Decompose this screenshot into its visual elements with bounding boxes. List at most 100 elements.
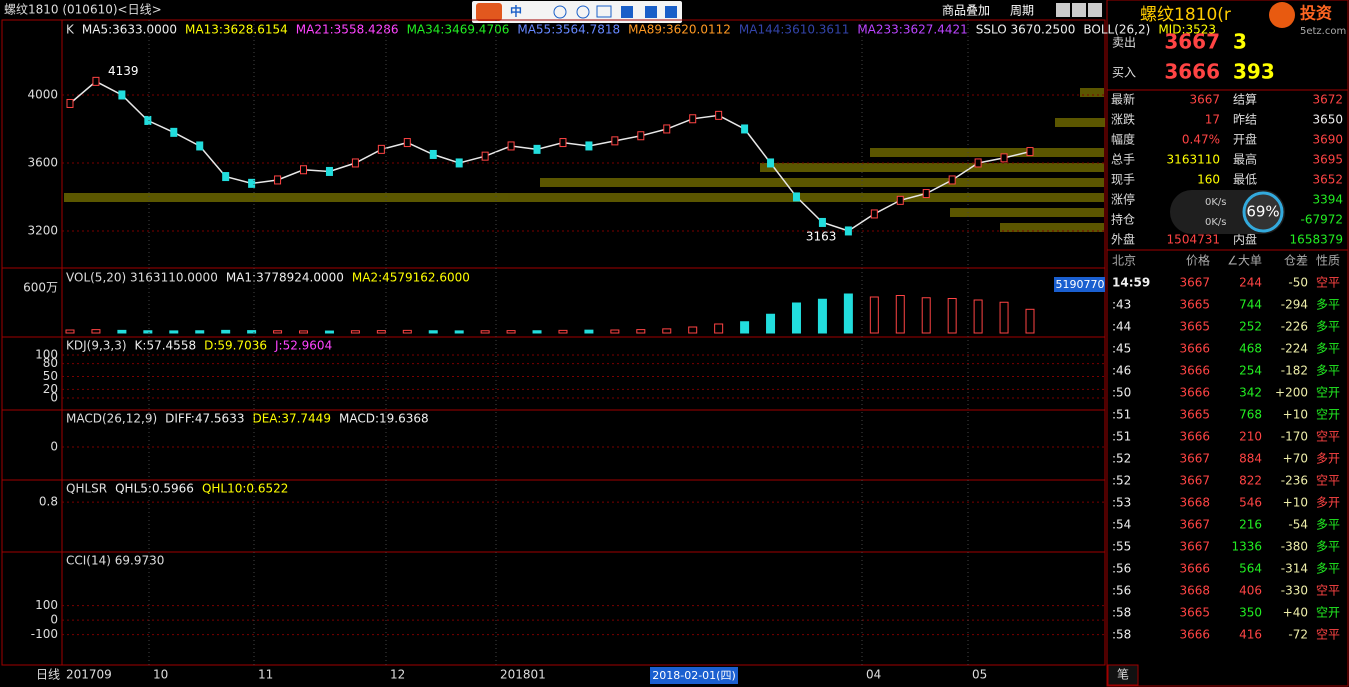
volume-bar [1025, 308, 1035, 334]
y-tick-label: 0.8 [39, 495, 58, 509]
indicator-label: MACD:19.6368 [339, 412, 429, 426]
toolbar-icon[interactable] [553, 5, 567, 19]
indicator-label: MA21:3558.4286 [296, 23, 399, 37]
nav-button[interactable] [1088, 3, 1102, 17]
tick-cell: -294 [1281, 298, 1308, 312]
quote-value: 3690 [1312, 133, 1343, 147]
candle-body [792, 192, 800, 202]
candle-body [922, 189, 930, 199]
speed-up: 0K/s [1205, 197, 1227, 208]
candle-body [92, 76, 100, 86]
ask-label: 卖出 [1112, 36, 1136, 50]
tick-cell: 210 [1239, 430, 1262, 444]
indicator-label: CCI(14) 69.9730 [66, 554, 164, 568]
quote-label: 总手 [1111, 153, 1135, 167]
candle-body [741, 124, 749, 134]
tab-box [1107, 664, 1139, 686]
tick-cell: 3666 [1179, 386, 1210, 400]
nav-button[interactable] [1056, 3, 1070, 17]
meter-ring [1242, 191, 1284, 233]
quote-label: 最高 [1233, 152, 1257, 167]
tick-cell: 多平 [1316, 342, 1340, 356]
cursor-date: 2018-02-01(四) [652, 669, 736, 682]
tick-cell: 3668 [1179, 496, 1210, 510]
meter-value: 69% [1246, 203, 1279, 221]
volume-bar [791, 302, 801, 334]
candle-body [948, 175, 956, 185]
period-button[interactable]: 周期 [1010, 4, 1034, 18]
y-tick-label: 0 [50, 440, 58, 454]
volume-bar [895, 295, 905, 334]
overlay-button[interactable]: 商品叠加 [942, 3, 990, 18]
tick-cell: 884 [1239, 452, 1262, 466]
nav-button[interactable] [1072, 3, 1086, 17]
tick-cell: 744 [1239, 298, 1262, 312]
tab-label[interactable]: 笔 [1117, 667, 1129, 682]
candle-body [844, 226, 852, 236]
tick-column-header: ∠大单 [1227, 254, 1262, 268]
toolbar-icon[interactable] [576, 5, 590, 19]
quote-label: 开盘 [1233, 132, 1257, 147]
volume-bar [324, 330, 334, 334]
toolbar-icon[interactable] [645, 6, 657, 18]
quote-label: 持仓 [1111, 212, 1135, 227]
ime-logo[interactable] [476, 3, 502, 21]
tick-cell: 多平 [1316, 298, 1340, 312]
tick-cell: :52 [1112, 452, 1131, 466]
high-label: 4139 [108, 64, 139, 78]
x-axis-label: 12 [390, 668, 405, 682]
quote-label: 结算 [1233, 92, 1257, 107]
toolbar-icon[interactable] [596, 5, 612, 18]
bid-label: 买入 [1112, 66, 1136, 80]
tick-cell: :51 [1112, 430, 1131, 444]
y-tick-label: 50 [43, 369, 58, 383]
tick-cell: +200 [1275, 386, 1308, 400]
x-axis-label: 05 [972, 668, 987, 682]
tick-cell: :51 [1112, 408, 1131, 422]
tick-column-header: 仓差 [1284, 254, 1308, 268]
indicator-label: BOLL(26,2) [1083, 23, 1150, 37]
tick-cell: 3668 [1179, 584, 1210, 598]
tick-cell: :54 [1112, 518, 1131, 532]
toolbar-icon[interactable] [665, 6, 677, 18]
tick-cell: 空平 [1316, 628, 1340, 642]
indicator-label: KDJ(9,3,3) [66, 339, 127, 353]
tick-cell: 3665 [1179, 298, 1210, 312]
volume-bar [195, 330, 205, 334]
quote-label: 内盘 [1233, 232, 1257, 247]
indicator-label: MID:3523 [1158, 23, 1216, 37]
y-tick-label: 80 [43, 356, 58, 370]
toolbar[interactable]: 中 [472, 1, 682, 23]
tick-cell: 3667 [1179, 518, 1210, 532]
tick-cell: :46 [1112, 364, 1131, 378]
candle-body [689, 114, 697, 124]
candle-body [896, 195, 904, 205]
toolbar-lang[interactable]: 中 [510, 4, 522, 19]
candle-body [870, 209, 878, 219]
indicator-label: MACD(26,12,9) [66, 412, 157, 426]
candle-body [715, 110, 723, 120]
indicator-label: MA89:3620.0112 [628, 23, 731, 37]
indicator-label: MA13:3628.6154 [185, 23, 288, 37]
profile-bar [870, 148, 1104, 157]
volume-bar [740, 321, 750, 334]
volume-bar [117, 329, 127, 334]
cursor-box [650, 667, 738, 684]
candle-body [170, 127, 178, 137]
indicator-label: MA1:3778924.0000 [226, 271, 344, 285]
volume-bar [65, 329, 75, 334]
tick-cell: 3666 [1179, 628, 1210, 642]
indicator-label: D:59.7036 [204, 339, 267, 353]
tick-cell: :43 [1112, 298, 1131, 312]
candle-body [222, 172, 230, 182]
volume-bar [350, 330, 360, 334]
tick-cell: 254 [1239, 364, 1262, 378]
tick-cell: :58 [1112, 606, 1131, 620]
tick-cell: :44 [1112, 320, 1131, 334]
indicator-label: K:57.4558 [135, 339, 197, 353]
volume-bar [662, 328, 672, 334]
toolbar-icon[interactable] [621, 6, 633, 18]
profile-bar [950, 208, 1104, 217]
tick-cell: 3665 [1179, 320, 1210, 334]
